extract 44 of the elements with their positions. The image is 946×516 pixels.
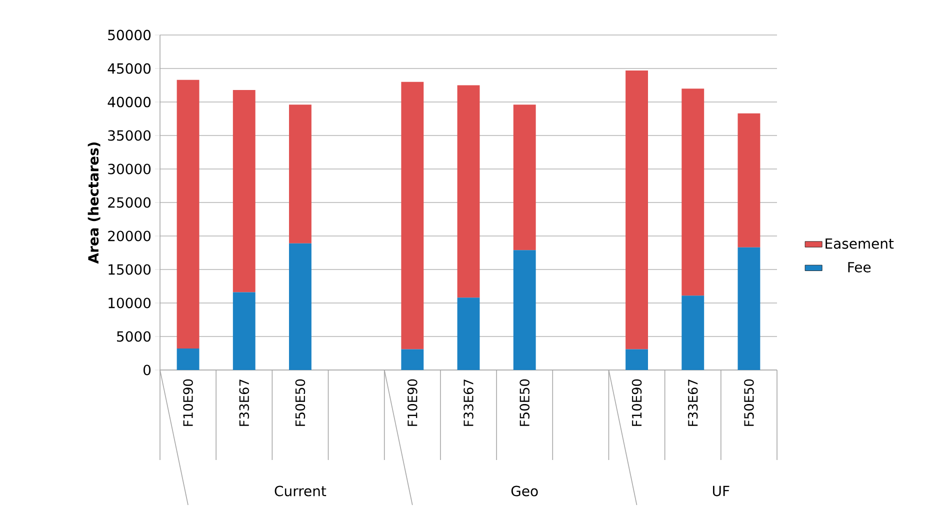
- legend-label: Fee: [848, 262, 871, 272]
- bar: [232, 90, 256, 292]
- y-tick-label: 40000: [108, 96, 151, 108]
- x-tick-label: F33E67: [464, 380, 474, 426]
- x-tick-label: F10E90: [183, 379, 193, 426]
- x-tick-label: F50E50: [744, 379, 754, 426]
- x-tick-label: F10E90: [408, 379, 418, 426]
- bar: [626, 349, 648, 370]
- bar: [401, 349, 424, 370]
- y-tick-label: 30000: [108, 164, 151, 174]
- bar: [401, 82, 424, 350]
- bar: [176, 348, 200, 370]
- y-tick-label: 25000: [108, 197, 151, 208]
- y-tick-label: 10000: [108, 298, 151, 308]
- text: UF: [713, 486, 730, 496]
- y-tick-label: 5000: [117, 331, 151, 342]
- bar: [232, 292, 256, 370]
- y-tick-label: 45000: [108, 63, 151, 74]
- bar: [682, 88, 704, 296]
- x-tick-label: F50E50: [295, 379, 306, 426]
- x-tick-label: F50E50: [520, 379, 530, 426]
- y-tick-label: 15000: [108, 264, 151, 275]
- y-tick-label: 35000: [108, 130, 151, 141]
- y-tick-label: 0: [144, 364, 151, 376]
- bar: [513, 104, 536, 250]
- bar: [176, 80, 200, 349]
- x-tick-label: F10E90: [632, 379, 642, 426]
- text: Current: [274, 486, 326, 496]
- bar: [513, 250, 536, 370]
- legend-label: Easement: [826, 238, 894, 249]
- y-axis-title: Area (hectares): [88, 142, 100, 264]
- text: Geo: [511, 486, 538, 496]
- bar: [457, 298, 480, 370]
- bar: [626, 70, 648, 350]
- bar: [289, 243, 312, 370]
- bar: [738, 113, 760, 248]
- y-tick-label: 20000: [108, 230, 151, 242]
- bar: [682, 296, 704, 370]
- y-tick-label: 50000: [108, 30, 151, 40]
- x-tick-label: F33E67: [688, 380, 698, 426]
- bar: [289, 104, 312, 244]
- bar: [738, 247, 760, 370]
- bar: [457, 85, 480, 298]
- x-tick-label: F33E67: [239, 380, 250, 426]
